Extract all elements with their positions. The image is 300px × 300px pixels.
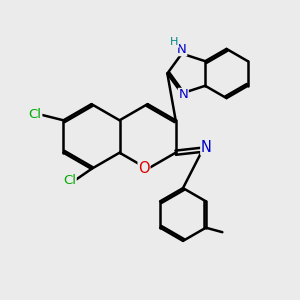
Text: O: O xyxy=(138,161,150,176)
Text: H: H xyxy=(170,37,178,47)
Text: Cl: Cl xyxy=(29,108,42,122)
Text: N: N xyxy=(177,43,187,56)
Text: N: N xyxy=(201,140,212,155)
Text: Cl: Cl xyxy=(63,174,76,187)
Text: N: N xyxy=(178,88,188,101)
